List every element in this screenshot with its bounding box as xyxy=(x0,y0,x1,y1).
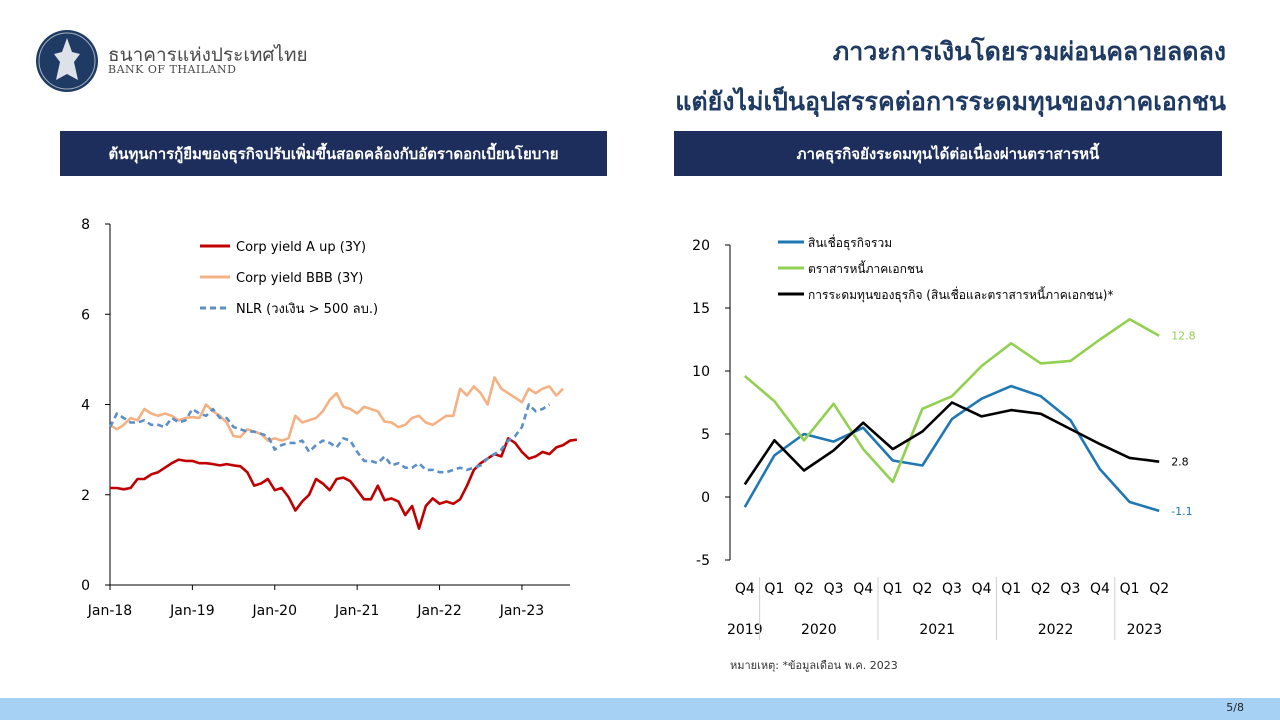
x-tick-label: Jan-19 xyxy=(169,603,214,619)
right-chart-banner: ภาคธุรกิจยังระดมทุนได้ต่อเนื่องผ่านตราสา… xyxy=(674,131,1222,176)
x-quarter-label: Q4 xyxy=(972,581,992,597)
main-title-line1: ภาวะการเงินโดยรวมผ่อนคลายลดลง xyxy=(832,37,1226,66)
x-quarter-label: Q1 xyxy=(883,581,903,597)
x-quarter-label: Q4 xyxy=(1090,581,1110,597)
y-tick-label: 6 xyxy=(81,307,90,323)
series-end-label-2: 2.8 xyxy=(1171,456,1189,469)
x-quarter-label: Q1 xyxy=(1001,581,1021,597)
series-line-2 xyxy=(743,401,1160,486)
series-line-0 xyxy=(110,437,578,530)
x-year-label: 2021 xyxy=(919,622,955,638)
x-quarter-label: Q4 xyxy=(853,581,873,597)
legend-label-0: Corp yield A up (3Y) xyxy=(236,240,366,255)
legend-label-2: การระดมทุนของธุรกิจ (สินเชื่อและตราสารหน… xyxy=(808,286,1113,303)
y-tick-label: 8 xyxy=(81,217,90,233)
left-chart-banner: ต้นทุนการกู้ยืมของธุรกิจปรับเพิ่มขึ้นสอด… xyxy=(60,131,607,176)
x-year-label: 2019 xyxy=(727,622,763,638)
y-tick-label: 4 xyxy=(81,398,90,414)
x-quarter-label: Q2 xyxy=(794,581,814,597)
y-tick-label: 2 xyxy=(81,488,90,504)
legend-label-1: ตราสารหนี้ภาคเอกชน xyxy=(808,260,923,276)
x-year-label: 2023 xyxy=(1127,622,1163,638)
x-tick-label: Jan-22 xyxy=(416,603,461,619)
x-tick-label: Jan-21 xyxy=(334,603,379,619)
x-quarter-label: Q2 xyxy=(1149,581,1169,597)
page-number: 5/8 xyxy=(1226,701,1244,714)
x-tick-label: Jan-20 xyxy=(252,603,297,619)
x-quarter-label: Q3 xyxy=(1060,581,1080,597)
bot-logo-emblem xyxy=(36,30,98,92)
legend-label-0: สินเชื่อธุรกิจรวม xyxy=(808,234,892,251)
footnote: หมายเหตุ: *ข้อมูลเดือน พ.ค. 2023 xyxy=(730,659,898,672)
y-tick-label: 20 xyxy=(692,238,710,254)
right-line-chart: -5 0 5 10 15 20 Q4 Q1 Q2 Q3 Q4 Q1 Q2 Q3 Q4 Q1 Q2 Q3 Q4 Q1 Q2… xyxy=(692,234,1196,640)
footer-bar xyxy=(0,698,1280,720)
series-line-2 xyxy=(108,403,551,474)
y-tick-label: 15 xyxy=(692,301,710,317)
x-quarter-label: Q3 xyxy=(942,581,962,597)
x-tick-label: Jan-18 xyxy=(87,603,132,619)
series-end-label-0: -1.1 xyxy=(1171,505,1192,518)
left-line-chart: 0 2 4 6 8 Jan-18 Jan-19 Jan-20 Jan-21 Jan-22 Jan-2… xyxy=(81,217,578,619)
x-quarter-label: Q3 xyxy=(824,581,844,597)
x-quarter-label: Q1 xyxy=(764,581,784,597)
x-quarter-label: Q2 xyxy=(1031,581,1051,597)
legend-label-1: Corp yield BBB (3Y) xyxy=(236,271,363,286)
x-quarter-label: Q1 xyxy=(1120,581,1140,597)
y-tick-label: 0 xyxy=(701,490,710,506)
logo-english-name: BANK OF THAILAND xyxy=(108,63,237,76)
x-tick-label: Jan-23 xyxy=(499,603,544,619)
series-line-0 xyxy=(743,384,1160,513)
y-tick-label: 10 xyxy=(692,364,710,380)
series-line-1 xyxy=(109,376,565,442)
y-tick-label: 0 xyxy=(81,578,90,594)
x-quarter-label: Q2 xyxy=(912,581,932,597)
legend-label-2: NLR (วงเงิน > 500 ลบ.) xyxy=(236,302,378,317)
series-end-label-1: 12.8 xyxy=(1171,330,1196,343)
x-quarter-label: Q4 xyxy=(735,581,755,597)
logo-thai-name: ธนาคารแห่งประเทศไทย xyxy=(108,44,308,66)
x-year-label: 2022 xyxy=(1038,622,1074,638)
y-tick-label: 5 xyxy=(701,427,710,443)
main-title-line2: แต่ยังไม่เป็นอุปสรรคต่อการระดมทุนของภาคเ… xyxy=(675,87,1226,116)
y-tick-label: -5 xyxy=(696,553,710,569)
x-year-label: 2020 xyxy=(801,622,837,638)
series-line-1 xyxy=(743,318,1160,484)
